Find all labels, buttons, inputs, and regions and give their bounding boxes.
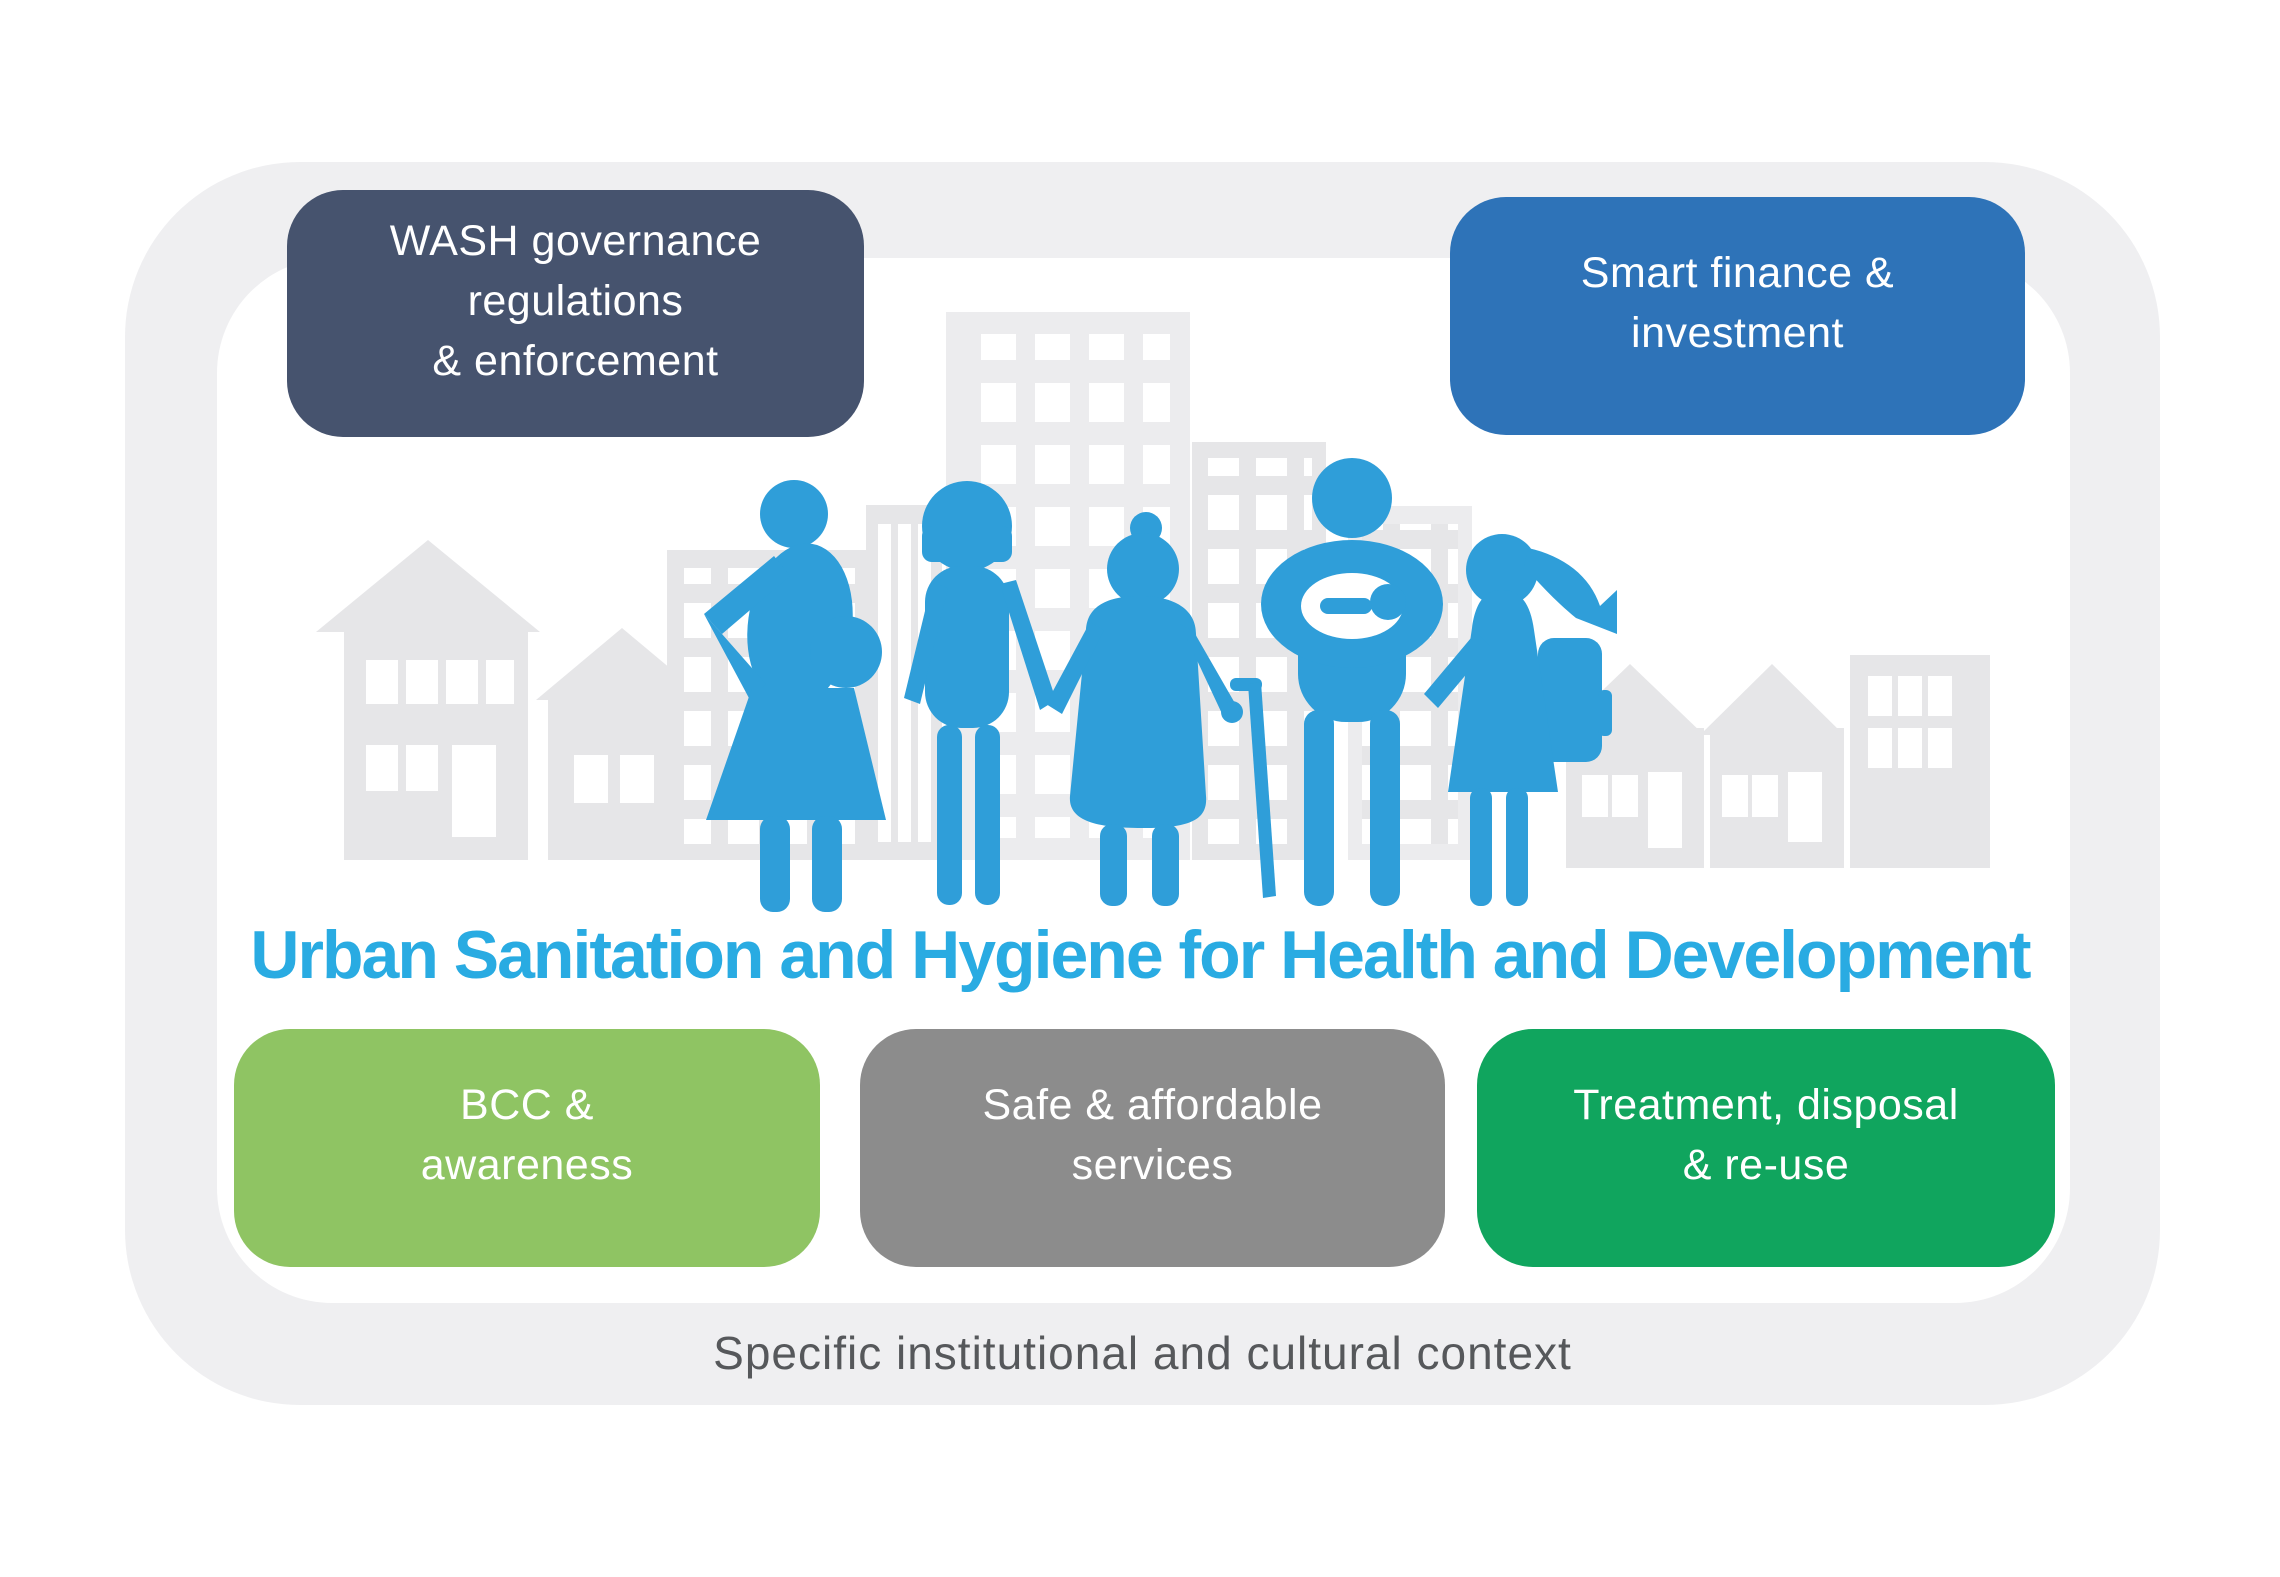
building-right-3: [1850, 655, 1990, 868]
safe-affordable-services-box: Safe & affordable services: [860, 1029, 1445, 1267]
page-title: Urban Sanitation and Hygiene for Health …: [250, 917, 2031, 993]
wash-governance-line-1: WASH governance: [389, 216, 762, 265]
house-right-2: [1700, 664, 1844, 868]
pregnant-woman-icon: [704, 480, 886, 912]
treatment-line-2: & re-use: [1682, 1141, 1850, 1189]
treatment-disposal-reuse-box: Treatment, disposal & re-use: [1477, 1029, 2055, 1267]
bcc-awareness-line-2: awareness: [420, 1141, 634, 1189]
wash-governance-line-2: regulations: [467, 276, 684, 325]
adult-woman-icon: [904, 481, 1056, 905]
safe-services-line-1: Safe & affordable: [982, 1081, 1323, 1129]
house-right-1: [1556, 664, 1704, 868]
smart-finance-line-1: Smart finance &: [1580, 249, 1895, 297]
safe-services-line-2: services: [1071, 1141, 1234, 1189]
smart-finance-box: Smart finance & investment: [1450, 197, 2025, 435]
man-holding-baby-icon: [1261, 458, 1443, 906]
smart-finance-line-2: investment: [1631, 309, 1844, 357]
treatment-line-1: Treatment, disposal: [1573, 1081, 1959, 1129]
city-and-people-illustration: [316, 312, 1990, 912]
girl-with-backpack-icon: [1424, 534, 1617, 906]
bcc-awareness-line-1: BCC &: [460, 1081, 594, 1129]
people-group: [704, 458, 1617, 912]
bcc-awareness-box: BCC & awareness: [234, 1029, 820, 1267]
context-caption: Specific institutional and cultural cont…: [713, 1327, 1572, 1379]
apartment-building-3: [1192, 442, 1326, 860]
wash-governance-box: WASH governance regulations & enforcemen…: [287, 190, 864, 437]
wash-governance-line-3: & enforcement: [432, 336, 719, 385]
house-left-1: [316, 540, 540, 860]
elderly-person-with-cane-icon: [1046, 512, 1276, 906]
